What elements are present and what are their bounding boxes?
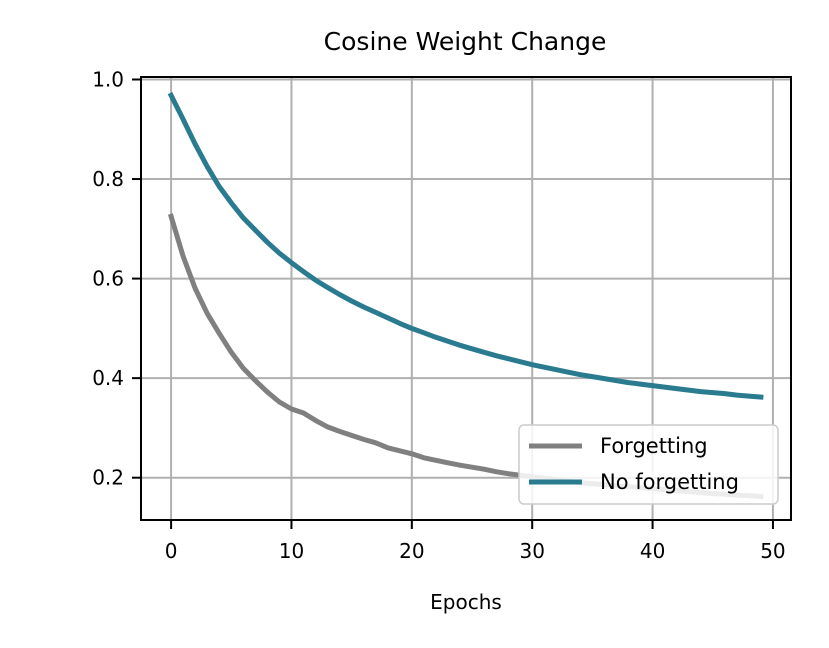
plot-frame [140, 76, 792, 521]
y-tick-label: 0.8 [92, 167, 124, 191]
grid-lines [141, 77, 791, 520]
x-tick-label: 10 [279, 539, 304, 563]
x-tick-label: 20 [399, 539, 424, 563]
x-tick-label: 40 [640, 539, 665, 563]
y-tick-label: 0.6 [92, 267, 124, 291]
x-tick-label: 0 [165, 539, 178, 563]
x-tick-label: 30 [519, 539, 544, 563]
axis-ticks: 0 10 20 30 40 50 0.2 0.4 0.6 0.8 1.0 [92, 67, 785, 563]
series-line-no-forgetting [167, 92, 764, 400]
y-tick-label: 0.2 [92, 466, 124, 490]
y-tick-label: 1.0 [92, 67, 124, 91]
chart-title: Cosine Weight Change [324, 27, 607, 56]
legend-label-forgetting: Forgetting [600, 434, 708, 458]
y-tick-label: 0.4 [92, 366, 124, 390]
x-tick-label: 50 [760, 539, 785, 563]
legend-box [518, 424, 779, 505]
legend: Forgetting No forgetting [518, 424, 779, 505]
legend-label-no-forgetting: No forgetting [600, 470, 739, 494]
x-axis-label: Epochs [430, 590, 502, 614]
